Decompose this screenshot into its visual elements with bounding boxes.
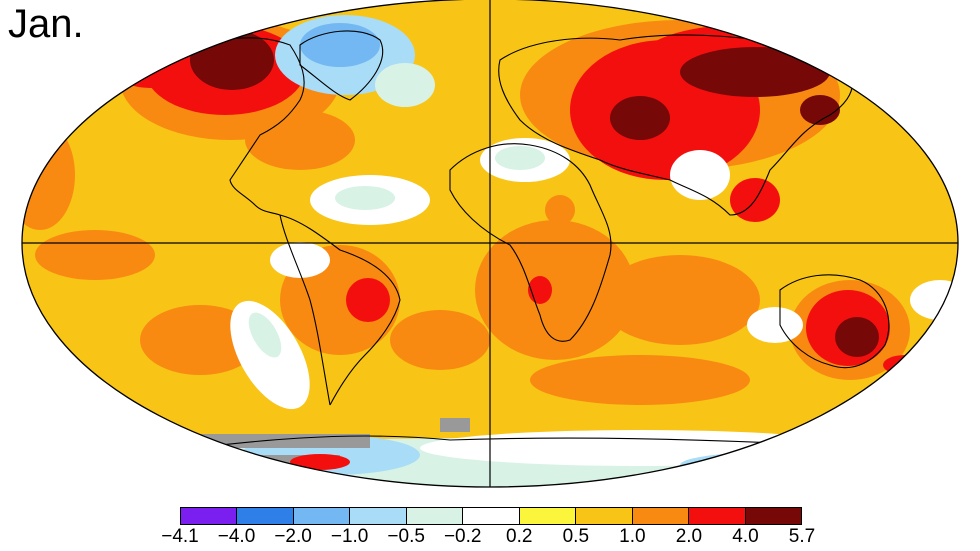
legend-tick-label: 4.0 xyxy=(732,526,759,547)
alaska-hot-region xyxy=(115,52,185,88)
legend-swatch xyxy=(350,508,407,524)
legend-tick-label: 1.0 xyxy=(619,526,646,547)
legend-tick-label: −0.5 xyxy=(387,526,425,547)
south-america-west-coastline xyxy=(279,214,331,406)
east-antarctic-cold-region xyxy=(680,451,900,479)
central-pacific-warm-region xyxy=(35,230,155,280)
africa-coastline xyxy=(449,143,612,342)
legend-tick-label: −1.0 xyxy=(330,526,369,547)
map-title: Jan. xyxy=(8,2,84,46)
legend-swatch xyxy=(576,508,633,524)
legend-swatch xyxy=(463,508,520,524)
indian-ocean-warm-region xyxy=(600,255,760,345)
northern-south-america-neutral-region xyxy=(270,242,330,278)
legend-tick-label: −2.0 xyxy=(274,526,312,547)
pacific-warm-region xyxy=(140,305,260,375)
legend-tick-label: 0.5 xyxy=(562,526,590,547)
east-pacific-neutral-region xyxy=(910,280,958,320)
legend-tick-label: 2.0 xyxy=(675,526,703,547)
south-atlantic-warm-region xyxy=(390,310,490,370)
tibet-neutral-region xyxy=(670,150,730,200)
australia-extreme-region xyxy=(835,317,879,357)
eastern-us-warm-region xyxy=(245,110,355,170)
north-america-coastline xyxy=(179,37,305,216)
legend-swatch xyxy=(406,508,464,524)
north-atlantic-cool-region xyxy=(375,63,435,107)
greenland-coastline xyxy=(299,30,384,101)
west-australia-neutral-region xyxy=(747,307,803,343)
legend-swatch xyxy=(745,508,801,524)
greenland-colder-region xyxy=(300,23,380,67)
legend-tick-label: 0.2 xyxy=(506,526,533,547)
southern-indian-ocean-warm-region xyxy=(530,355,750,405)
east-siberia-extreme-region xyxy=(800,95,840,125)
legend-swatch xyxy=(237,508,294,524)
central-africa-warm-region xyxy=(545,195,575,225)
legend-tick-label: −4.0 xyxy=(217,526,256,547)
australia-coastline xyxy=(779,274,890,369)
atlantic-cool-region xyxy=(335,186,395,210)
legend-swatch xyxy=(689,508,746,524)
legend-tick-labels: −4.1 −4.0 −2.0 −1.0 −0.5 −0.2 0.2 0.5 1.0 2.0 4.0 5… xyxy=(0,526,980,550)
south-africa-warm-region xyxy=(475,220,635,360)
antarctica-neutral-region xyxy=(420,430,860,466)
legend-swatch xyxy=(632,508,690,524)
legend-tick-label: −0.2 xyxy=(443,526,482,547)
north-africa-cool-region xyxy=(495,146,545,170)
color-legend xyxy=(180,507,802,525)
new-zealand-hot-region xyxy=(883,355,927,375)
legend-swatch xyxy=(293,508,351,524)
legend-tick-label: −4.1 xyxy=(161,526,199,547)
antarctic-peninsula-hot-region xyxy=(290,454,350,470)
legend-tick-label: 5.7 xyxy=(788,526,816,547)
south-america-east-coastline xyxy=(279,214,401,406)
eurasia-coastline xyxy=(498,34,854,216)
legend-swatch xyxy=(519,508,577,524)
no-data-region-3 xyxy=(440,418,470,432)
south-america-hot-region xyxy=(346,278,390,322)
south-pacific-cool-streak xyxy=(248,312,282,358)
no-data-region-2 xyxy=(240,455,340,465)
siberia-extreme-region xyxy=(680,47,830,97)
legend-swatch xyxy=(181,508,238,524)
central-asia-extreme-region xyxy=(610,96,670,140)
